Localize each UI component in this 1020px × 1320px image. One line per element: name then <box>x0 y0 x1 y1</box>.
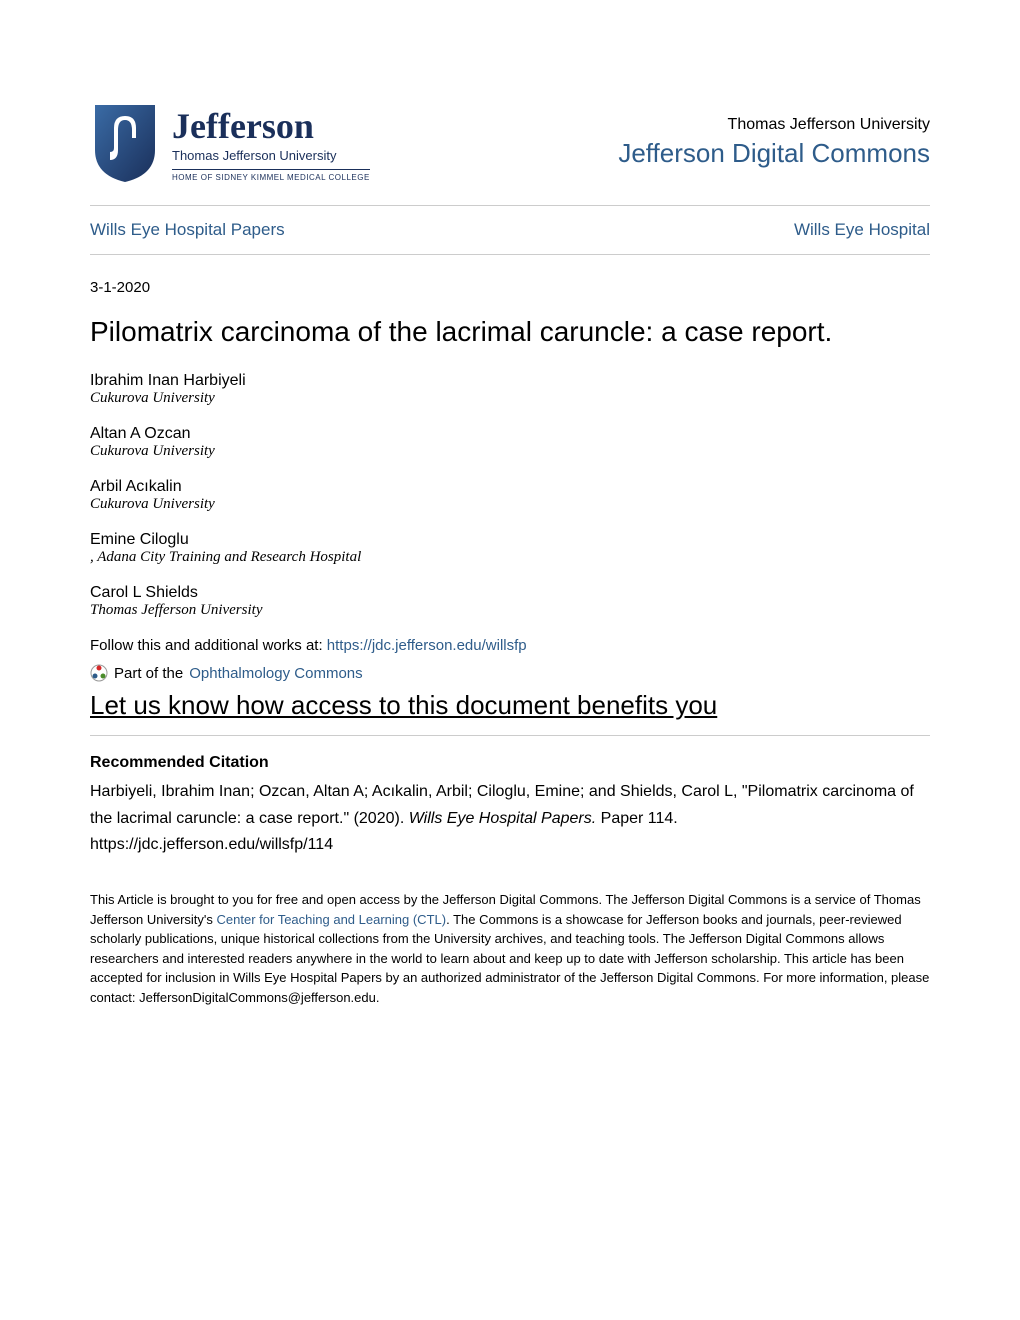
publication-date: 3-1-2020 <box>90 279 930 296</box>
author-affiliation: Thomas Jefferson University <box>90 602 930 619</box>
part-of-line: Part of the Ophthalmology Commons <box>90 664 930 682</box>
collection-link[interactable]: Wills Eye Hospital Papers <box>90 220 285 240</box>
follow-url[interactable]: https://jdc.jefferson.edu/willsfp <box>327 637 527 654</box>
follow-line: Follow this and additional works at: htt… <box>90 637 930 654</box>
citation-body: Harbiyeli, Ibrahim Inan; Ozcan, Altan A;… <box>90 778 930 832</box>
ctl-link[interactable]: Center for Teaching and Learning (CTL) <box>217 912 447 927</box>
author-block: Arbil Acıkalin Cukurova University <box>90 478 930 513</box>
author-block: Ibrahim Inan Harbiyeli Cukurova Universi… <box>90 372 930 407</box>
author-block: Altan A Ozcan Cukurova University <box>90 425 930 460</box>
author-name: Altan A Ozcan <box>90 425 930 443</box>
author-affiliation: Cukurova University <box>90 496 930 513</box>
citation-series: Wills Eye Hospital Papers. <box>409 810 596 827</box>
divider <box>90 735 930 736</box>
logo-tagline: HOME OF SIDNEY KIMMEL MEDICAL COLLEGE <box>172 169 370 182</box>
follow-prefix: Follow this and additional works at: <box>90 637 327 654</box>
institution-name: Thomas Jefferson University <box>618 116 930 134</box>
shield-icon <box>90 100 160 185</box>
author-affiliation: Cukurova University <box>90 390 930 407</box>
part-of-prefix: Part of the <box>114 665 183 682</box>
author-name: Carol L Shields <box>90 584 930 602</box>
author-name: Ibrahim Inan Harbiyeli <box>90 372 930 390</box>
divider <box>90 254 930 255</box>
department-link[interactable]: Wills Eye Hospital <box>794 220 930 240</box>
commons-link[interactable]: Ophthalmology Commons <box>189 665 362 682</box>
logo-block: Jefferson Thomas Jefferson University HO… <box>90 100 370 185</box>
author-name: Emine Ciloglu <box>90 531 930 549</box>
nav-row: Wills Eye Hospital Papers Wills Eye Hosp… <box>90 206 930 254</box>
paper-title: Pilomatrix carcinoma of the lacrimal car… <box>90 316 930 348</box>
citation-paper-num: Paper 114. <box>596 810 678 827</box>
citation-heading: Recommended Citation <box>90 754 930 772</box>
author-affiliation: , Adana City Training and Research Hospi… <box>90 549 930 566</box>
author-name: Arbil Acıkalin <box>90 478 930 496</box>
benefits-link[interactable]: Let us know how access to this document … <box>90 690 930 721</box>
author-block: Carol L Shields Thomas Jefferson Univers… <box>90 584 930 619</box>
author-block: Emine Ciloglu , Adana City Training and … <box>90 531 930 566</box>
author-affiliation: Cukurova University <box>90 443 930 460</box>
logo-subline: Thomas Jefferson University <box>172 148 370 163</box>
logo-text-group: Jefferson Thomas Jefferson University HO… <box>172 100 370 182</box>
network-icon <box>90 664 108 682</box>
repository-link[interactable]: Jefferson Digital Commons <box>618 138 930 168</box>
citation-url: https://jdc.jefferson.edu/willsfp/114 <box>90 836 930 854</box>
footer-paragraph: This Article is brought to you for free … <box>90 890 930 1007</box>
logo-wordmark: Jefferson <box>172 108 370 144</box>
header-row: Jefferson Thomas Jefferson University HO… <box>90 100 930 185</box>
header-right: Thomas Jefferson University Jefferson Di… <box>618 116 930 169</box>
